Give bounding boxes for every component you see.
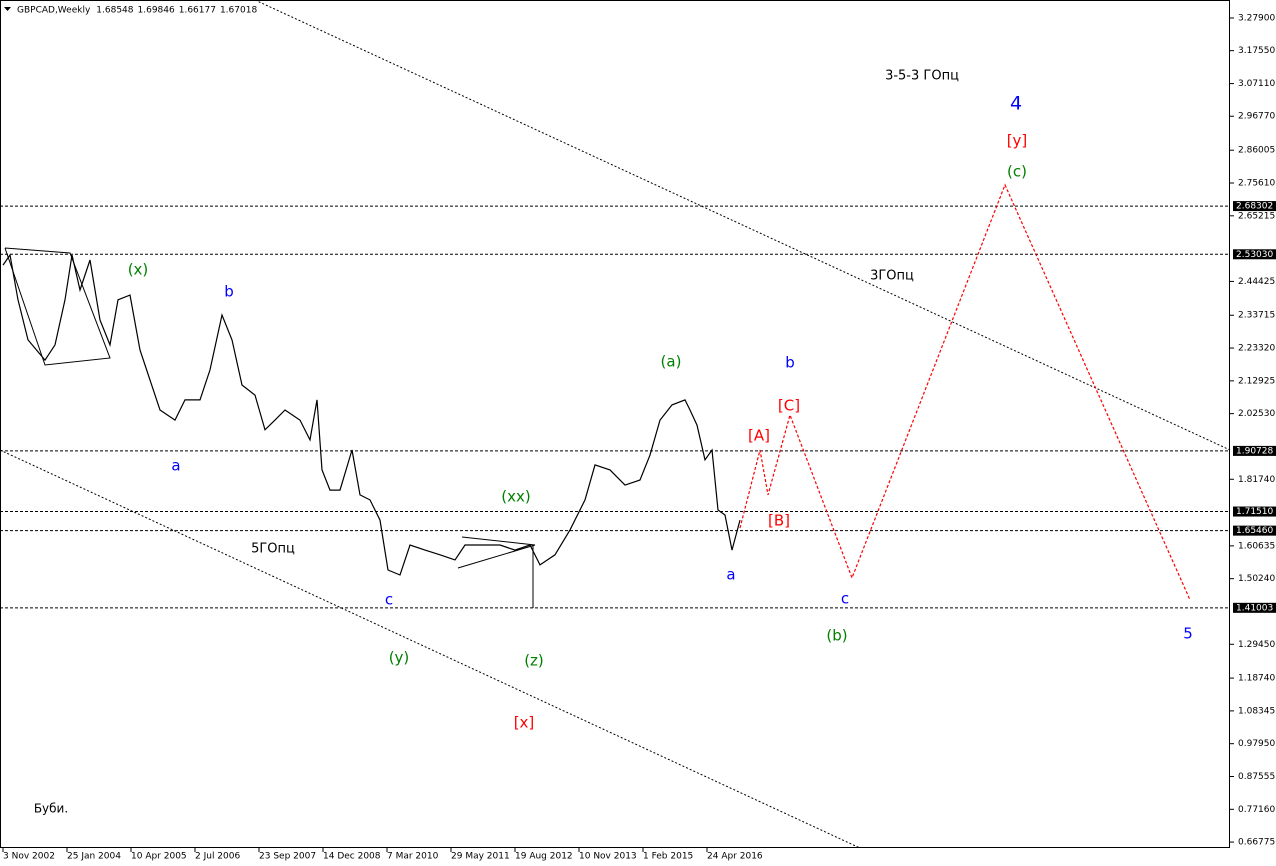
symbol: GBPCAD,Weekly xyxy=(17,6,91,16)
wave-label: b xyxy=(785,354,795,372)
wave-label: (xx) xyxy=(501,488,530,506)
x-tick-label: 3 Nov 2002 xyxy=(3,852,55,862)
wave-label: (c) xyxy=(1007,163,1027,181)
triangles xyxy=(4,247,536,608)
lower-trend-line xyxy=(0,449,861,849)
wave-label: a xyxy=(726,566,735,584)
x-tick-label: 23 Sep 2007 xyxy=(259,852,316,862)
y-tick-label: 1.50240 xyxy=(1238,574,1275,584)
ohlc-value: 1.66177 xyxy=(179,6,216,16)
y-tick-label: 2.23320 xyxy=(1238,344,1275,354)
y-tick-label: 0.97950 xyxy=(1238,739,1275,749)
y-tick-label: 1.18740 xyxy=(1238,674,1275,684)
y-tick-label: 2.96770 xyxy=(1238,112,1275,122)
x-tick-label: 10 Nov 2013 xyxy=(579,852,637,862)
wave-label: Буби. xyxy=(34,802,68,816)
level-box xyxy=(1233,445,1276,456)
y-tick-label: 2.65215 xyxy=(1238,211,1275,221)
wave-label: [x] xyxy=(514,714,535,732)
wave-label: a xyxy=(171,457,180,475)
triangle xyxy=(4,247,111,366)
y-tick-label: 1.08345 xyxy=(1238,706,1275,716)
x-tick-label: 7 Mar 2010 xyxy=(387,852,439,862)
wave-label: (z) xyxy=(524,652,544,670)
wave-label: 3ГОпц xyxy=(870,269,914,284)
level-label: 2.53030 xyxy=(1236,250,1273,260)
x-tick-label: 25 Jan 2004 xyxy=(67,852,121,862)
level-box xyxy=(1233,506,1276,517)
y-tick-label: 3.17550 xyxy=(1238,46,1275,56)
y-tick-label: 0.77160 xyxy=(1238,805,1275,815)
x-tick-label: 14 Dec 2008 xyxy=(323,852,381,862)
wave-label: (b) xyxy=(826,627,847,645)
ohlc-value: 1.67018 xyxy=(220,6,257,16)
level-label: 1.65460 xyxy=(1236,526,1273,536)
wave-label: (y) xyxy=(389,649,410,667)
y-tick-label: 2.44425 xyxy=(1238,277,1275,287)
wave-label: (a) xyxy=(661,353,682,371)
y-tick-label: 2.02530 xyxy=(1238,409,1275,419)
wave-label: 4 xyxy=(1010,93,1022,115)
projection-line xyxy=(739,183,1191,601)
wave-label: b xyxy=(224,283,234,301)
ohlc-value: 1.68548 xyxy=(96,6,133,16)
wave-label: c xyxy=(385,591,393,609)
upper-trend-line xyxy=(254,0,1231,451)
x-tick-label: 29 May 2011 xyxy=(451,852,510,862)
y-tick-label: 2.12925 xyxy=(1238,376,1275,386)
wave-label: [C] xyxy=(778,397,800,415)
price-line xyxy=(2,253,741,576)
level-label: 1.90728 xyxy=(1236,446,1273,456)
y-tick-label: 1.29450 xyxy=(1238,640,1275,650)
level-box xyxy=(1233,201,1276,212)
menu-arrow xyxy=(4,7,11,11)
wave-label: (x) xyxy=(128,261,149,279)
x-tick-label: 19 Aug 2012 xyxy=(515,852,573,862)
wave-label: c xyxy=(841,590,849,608)
y-tick-label: 3.27900 xyxy=(1238,13,1275,23)
x-tick-label: 24 Apr 2016 xyxy=(707,852,763,862)
level-label: 1.71510 xyxy=(1236,507,1273,517)
triangle xyxy=(457,536,536,569)
y-tick-label: 2.86005 xyxy=(1238,146,1275,156)
y-tick-label: 2.33715 xyxy=(1238,311,1275,321)
y-tick-label: 1.81740 xyxy=(1238,475,1275,485)
x-tick-label: 2 Jul 2006 xyxy=(195,852,240,862)
level-label: 2.68302 xyxy=(1236,202,1273,212)
wave-label: 3-5-3 ГОпц xyxy=(885,69,959,84)
y-tick-label: 0.87555 xyxy=(1238,772,1275,782)
plot-frame xyxy=(0,0,1230,848)
trend-lines xyxy=(0,0,1231,849)
level-label: 1.41003 xyxy=(1236,603,1273,613)
ohlc-value: 1.69846 xyxy=(138,6,175,16)
level-box xyxy=(1233,525,1276,536)
wave-label: [B] xyxy=(768,512,790,530)
wave-label: 5ГОпц xyxy=(251,542,295,557)
y-tick-label: 3.07110 xyxy=(1238,79,1275,89)
wave-label: [y] xyxy=(1007,132,1028,150)
y-tick-label: 0.66775 xyxy=(1238,838,1275,848)
x-tick-label: 10 Apr 2005 xyxy=(131,852,187,862)
level-box xyxy=(1233,602,1276,613)
y-tick-label: 1.60635 xyxy=(1238,541,1275,551)
wave-label: [A] xyxy=(748,427,770,445)
level-box xyxy=(1233,249,1276,260)
wave-label: 5 xyxy=(1183,625,1193,643)
y-tick-label: 2.75610 xyxy=(1238,179,1275,189)
x-tick-label: 1 Feb 2015 xyxy=(643,852,693,862)
